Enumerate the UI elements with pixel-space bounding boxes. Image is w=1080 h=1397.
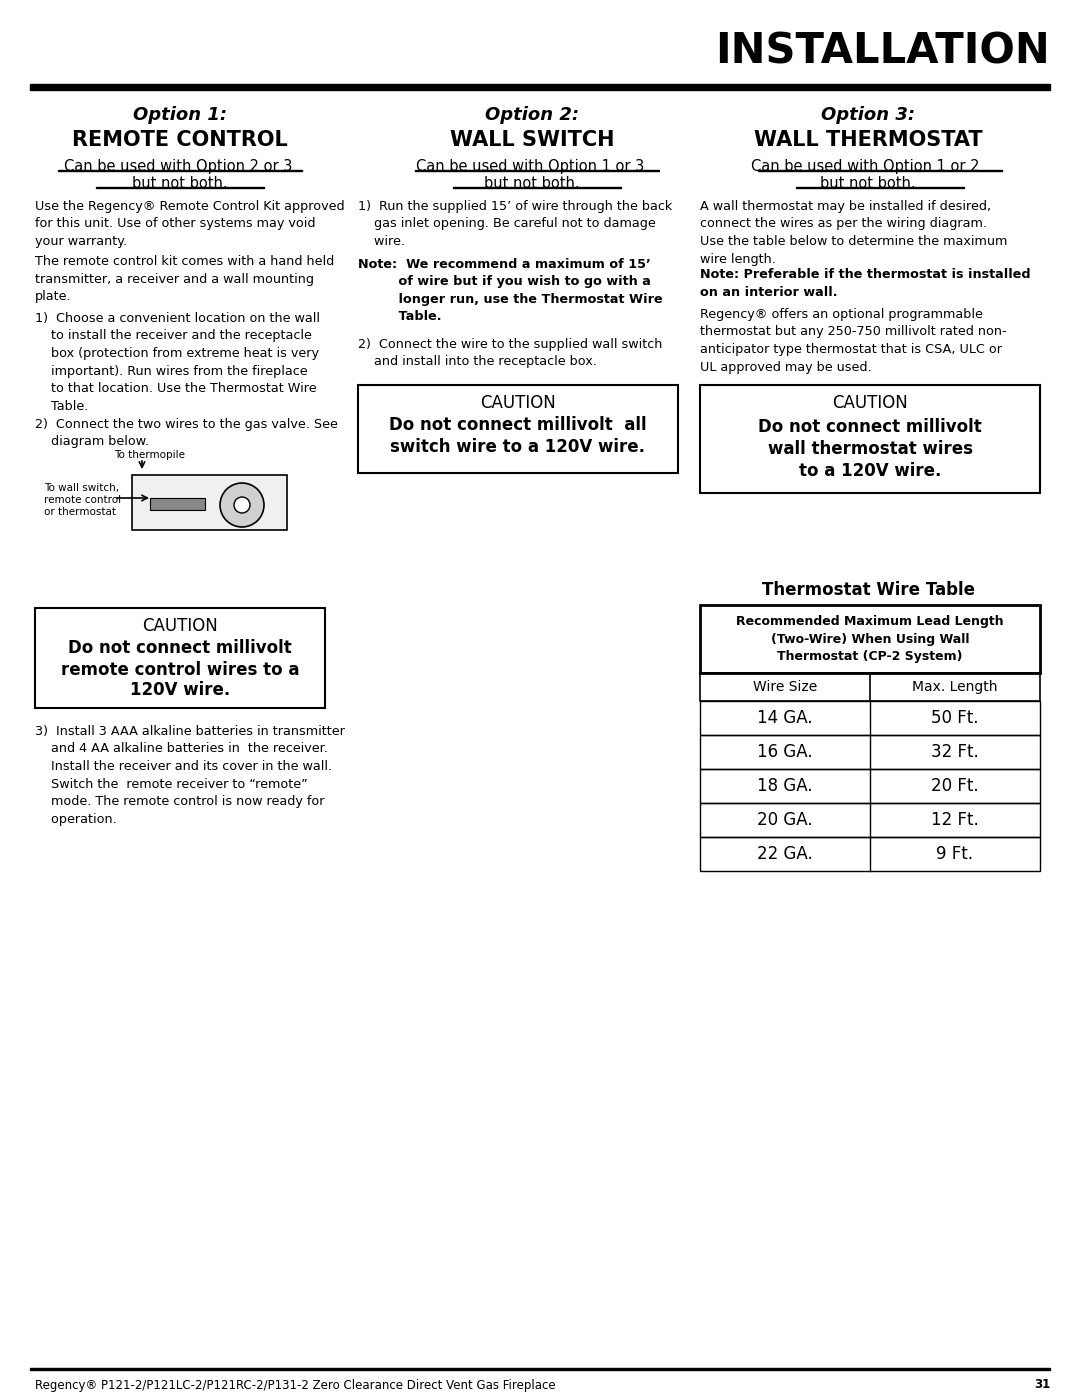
Text: Thermostat Wire Table: Thermostat Wire Table [761,581,974,599]
Text: A wall thermostat may be installed if desired,
connect the wires as per the wiri: A wall thermostat may be installed if de… [700,200,1008,265]
Text: 2)  Connect the wire to the supplied wall switch
    and install into the recept: 2) Connect the wire to the supplied wall… [357,338,662,369]
Text: 2)  Connect the two wires to the gas valve. See
    diagram below.: 2) Connect the two wires to the gas valv… [35,418,338,448]
Text: 14 GA.: 14 GA. [757,710,813,726]
Text: 16 GA.: 16 GA. [757,743,813,761]
Text: 120V wire.: 120V wire. [130,680,230,698]
Text: switch wire to a 120V wire.: switch wire to a 120V wire. [391,439,646,455]
Text: Do not connect millivolt  all: Do not connect millivolt all [389,416,647,434]
Text: Option 3:: Option 3: [821,106,915,124]
Text: Can be used with Option 2 or 3: Can be used with Option 2 or 3 [64,159,297,175]
Text: The remote control kit comes with a hand held
transmitter, a receiver and a wall: The remote control kit comes with a hand… [35,256,334,303]
Text: remote control: remote control [44,495,121,504]
Bar [132,475,287,529]
Text: Note: Preferable if the thermostat is installed
on an interior wall.: Note: Preferable if the thermostat is in… [700,268,1030,299]
Bar [700,803,1040,837]
Circle shape [220,483,264,527]
Bar [700,735,1040,768]
Text: 20 Ft.: 20 Ft. [931,777,978,795]
Bar [700,605,1040,673]
Text: Do not connect millivolt: Do not connect millivolt [758,418,982,436]
Text: CAUTION: CAUTION [832,394,908,412]
Text: Option 2:: Option 2: [485,106,579,124]
Text: but not both.: but not both. [484,176,580,191]
Bar [700,673,1040,701]
Text: Regency® offers an optional programmable
thermostat but any 250-750 millivolt ra: Regency® offers an optional programmable… [700,307,1007,373]
Bar [357,386,678,474]
Text: to a 120V wire.: to a 120V wire. [799,462,941,481]
Text: remote control wires to a: remote control wires to a [60,661,299,679]
Text: Option 1:: Option 1: [133,106,227,124]
Text: Use the Regency® Remote Control Kit approved
for this unit. Use of other systems: Use the Regency® Remote Control Kit appr… [35,200,345,249]
Text: 3)  Install 3 AAA alkaline batteries in transmitter
    and 4 AA alkaline batter: 3) Install 3 AAA alkaline batteries in t… [35,725,345,826]
Text: 18 GA.: 18 GA. [757,777,813,795]
Text: 9 Ft.: 9 Ft. [936,845,973,863]
Text: 20 GA.: 20 GA. [757,812,813,828]
Text: or thermostat: or thermostat [44,507,116,517]
Text: INSTALLATION: INSTALLATION [715,31,1050,73]
Bar [30,84,1050,89]
Text: Note:  We recommend a maximum of 15’
         of wire but if you wish to go with: Note: We recommend a maximum of 15’ of w… [357,258,663,324]
Text: To thermopile: To thermopile [114,450,185,460]
Bar [35,608,325,708]
Bar [700,701,1040,735]
Text: but not both.: but not both. [820,176,916,191]
Text: 31: 31 [1034,1379,1050,1391]
Text: WALL THERMOSTAT: WALL THERMOSTAT [754,130,983,149]
Text: Do not connect millivolt: Do not connect millivolt [68,638,292,657]
Text: REMOTE CONTROL: REMOTE CONTROL [72,130,288,149]
Text: 50 Ft.: 50 Ft. [931,710,978,726]
Text: Max. Length: Max. Length [913,680,998,694]
Text: 32 Ft.: 32 Ft. [931,743,978,761]
Text: Wire Size: Wire Size [753,680,818,694]
Bar [700,768,1040,803]
Text: To wall switch,: To wall switch, [44,483,119,493]
Bar [700,837,1040,870]
Text: Can be used with Option 1 or 3: Can be used with Option 1 or 3 [416,159,648,175]
Text: CAUTION: CAUTION [143,617,218,636]
Text: 12 Ft.: 12 Ft. [931,812,978,828]
Text: 22 GA.: 22 GA. [757,845,813,863]
Text: CAUTION: CAUTION [481,394,556,412]
Text: wall thermostat wires: wall thermostat wires [768,440,972,458]
Bar [700,386,1040,493]
Text: Recommended Maximum Lead Length
(Two-Wire) When Using Wall
Thermostat (CP-2 Syst: Recommended Maximum Lead Length (Two-Wir… [737,615,1003,664]
Circle shape [234,497,249,513]
Text: but not both.: but not both. [132,176,228,191]
Bar [150,497,205,510]
Text: 1)  Run the supplied 15’ of wire through the back
    gas inlet opening. Be care: 1) Run the supplied 15’ of wire through … [357,200,672,249]
Text: WALL SWITCH: WALL SWITCH [449,130,615,149]
Text: 1)  Choose a convenient location on the wall
    to install the receiver and the: 1) Choose a convenient location on the w… [35,312,320,412]
Text: Can be used with Option 1 or 2: Can be used with Option 1 or 2 [752,159,985,175]
Bar [30,1368,1050,1370]
Text: Regency® P121-2/P121LC-2/P121RC-2/P131-2 Zero Clearance Direct Vent Gas Fireplac: Regency® P121-2/P121LC-2/P121RC-2/P131-2… [35,1379,555,1391]
